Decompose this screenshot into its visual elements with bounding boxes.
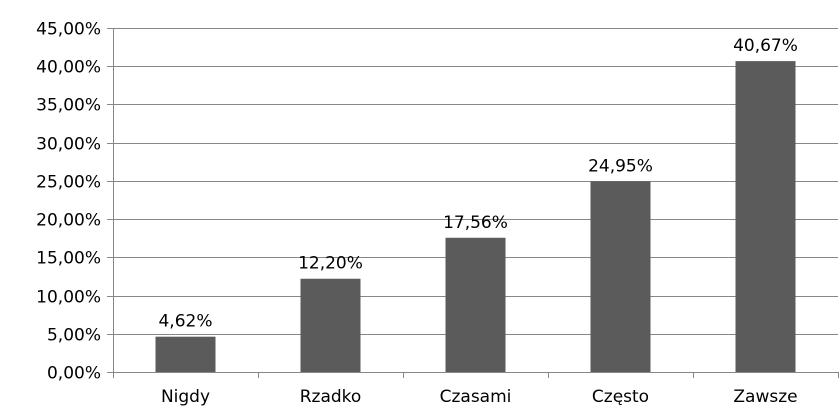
y-tick-label: 25,00% (36, 173, 101, 193)
data-label: 24,95% (588, 156, 653, 176)
x-category-label: Czasami (440, 387, 512, 407)
bars-group (155, 61, 796, 373)
y-tick-label: 5,00% (47, 326, 101, 346)
x-category-label: Nigdy (161, 387, 210, 407)
y-tick-label: 10,00% (36, 288, 101, 308)
data-labels-group: 4,62% 12,20% 17,56% 24,95% 40,67% (158, 36, 797, 332)
x-category-label: Często (592, 387, 649, 407)
bar (590, 181, 651, 372)
bar (445, 237, 506, 372)
data-label: 4,62% (158, 312, 212, 332)
y-tick-label: 0,00% (47, 364, 101, 384)
y-tick-label: 45,00% (36, 20, 101, 40)
data-label: 12,20% (298, 254, 363, 274)
y-tick-label: 15,00% (36, 249, 101, 269)
x-category-label: Rzadko (300, 387, 362, 407)
data-label: 17,56% (443, 213, 508, 233)
x-axis: Nigdy Rzadko Czasami Często Zawsze (107, 372, 839, 407)
y-axis: 0,00% 5,00% 10,00% 15,00% 20,00% 25,00% 30,00%… (36, 20, 114, 384)
gridlines (113, 28, 838, 335)
data-label: 40,67% (733, 36, 798, 56)
y-tick-label: 20,00% (36, 211, 101, 231)
bar (300, 278, 361, 372)
x-category-label: Zawsze (733, 387, 797, 407)
y-tick-label: 35,00% (36, 96, 101, 116)
bar (155, 336, 216, 372)
y-tick-label: 30,00% (36, 135, 101, 155)
bar (735, 61, 796, 373)
y-tick-label: 40,00% (36, 58, 101, 78)
